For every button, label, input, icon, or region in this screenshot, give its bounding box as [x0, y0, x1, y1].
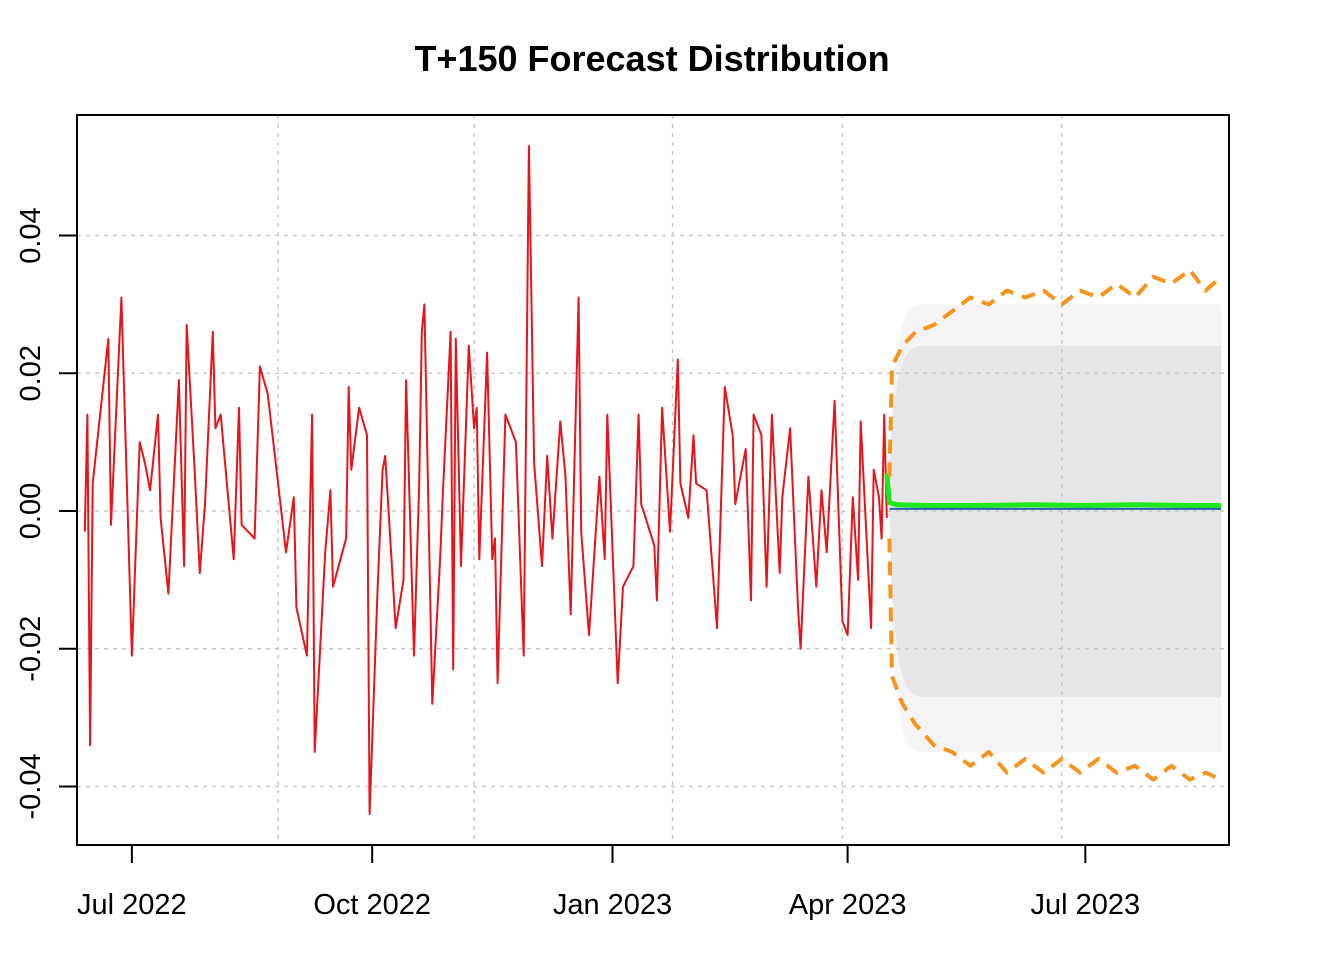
- plot-area: [77, 115, 1229, 845]
- y-tick-label: 0.00: [15, 483, 47, 539]
- y-tick-label: 0.04: [15, 207, 47, 263]
- y-tick-label: -0.04: [15, 753, 47, 819]
- x-tick-label: Jul 2022: [77, 889, 187, 921]
- history-line: [83, 145, 888, 815]
- x-axis: Jul 2022 Oct 2022 Jan 2023 Apr 2023 Jul 2023: [77, 845, 1140, 921]
- y-axis: 0.04 0.02 0.00 -0.02 -0.04: [15, 207, 77, 820]
- forecast-mean-line: [884, 472, 1222, 508]
- y-tick-label: -0.02: [15, 616, 47, 682]
- y-tick-label: 0.02: [15, 345, 47, 401]
- x-tick-label: Oct 2022: [313, 889, 431, 921]
- forecast-upper-bound-line: [887, 268, 1223, 477]
- plot-frame: [76, 114, 1230, 846]
- x-tick-label: Jan 2023: [553, 889, 672, 921]
- x-tick-label: Apr 2023: [789, 889, 907, 921]
- inner-band: [889, 345, 1222, 697]
- forecast-lower-bound-line: [887, 538, 1223, 782]
- chart-title: T+150 Forecast Distribution: [414, 38, 889, 79]
- x-tick-label: Jul 2023: [1030, 889, 1140, 921]
